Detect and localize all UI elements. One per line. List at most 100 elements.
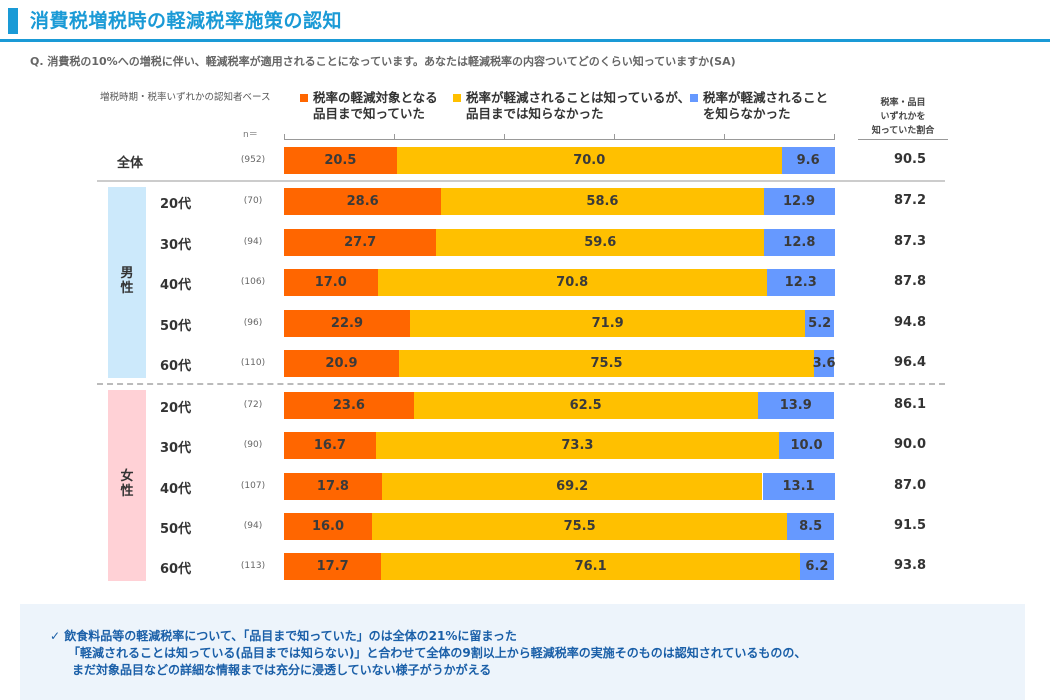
bar-value-label: 3.6 (812, 356, 836, 371)
segment-not-known: 12.9 (763, 188, 835, 215)
right-column-header: 税率・品目 いずれかを 知っていた割合 (858, 96, 948, 138)
segment-not-known: 5.2 (805, 310, 834, 337)
row-total-aware: 90.5 (893, 152, 927, 167)
segment-known-not-items: 59.6 (436, 229, 765, 256)
legend-label-line1: 税率が軽減されることは知っているが、 (466, 90, 691, 105)
male-group-band: 男 性 (108, 187, 146, 378)
bar-value-label: 17.7 (316, 559, 349, 574)
bar-value-label: 27.7 (344, 235, 377, 250)
row-sample-size: (106) (240, 277, 266, 287)
segment-not-known: 12.8 (764, 229, 835, 256)
summary-line-1: ✓ 飲食料品等の軽減税率について、「品目まで知っていた」のは全体の21%に留まっ… (50, 629, 517, 643)
row-total-aware: 87.3 (893, 234, 927, 249)
segment-known-items: 17.0 (284, 269, 378, 296)
row-label: 30代 (160, 238, 192, 253)
row-total-aware: 86.1 (893, 397, 927, 412)
bar-value-label: 20.9 (325, 356, 358, 371)
bar-value-label: 76.1 (574, 559, 607, 574)
bar-value-label: 70.0 (573, 153, 606, 168)
bar-value-label: 75.5 (563, 519, 596, 534)
legend-swatch-blue (690, 94, 698, 102)
gender-separator (97, 383, 945, 385)
segment-not-known: 9.6 (781, 147, 835, 174)
legend-swatch-yellow (453, 94, 461, 102)
summary-line-2: 「軽減されることは知っている(品目までは知らない)」と合わせて全体の9割以上から… (68, 646, 807, 660)
segment-known-items: 28.6 (284, 188, 442, 215)
segment-known-not-items: 73.3 (375, 432, 779, 459)
segment-known-not-items: 58.6 (441, 188, 764, 215)
x-axis-tick (834, 134, 835, 140)
bar-value-label: 62.5 (569, 398, 602, 413)
total-separator (97, 180, 945, 182)
bar-value-label: 12.9 (783, 194, 816, 209)
segment-known-not-items: 75.5 (372, 513, 788, 540)
legend-swatch-orange (300, 94, 308, 102)
bar-value-label: 17.8 (316, 479, 349, 494)
row-label: 40代 (160, 482, 192, 497)
segment-known-items: 20.5 (284, 147, 397, 174)
legend-label-line2: 品目までは知らなかった (466, 106, 604, 121)
bar-value-label: 13.1 (782, 479, 815, 494)
row-total-aware: 87.2 (893, 193, 927, 208)
bar-value-label: 22.9 (330, 316, 363, 331)
segment-not-known: 10.0 (779, 432, 834, 459)
bar-value-label: 5.2 (808, 316, 832, 331)
page-title: 消費税増税時の軽減税率施策の認知 (30, 10, 343, 32)
group-label-line1: 男 (120, 266, 134, 281)
row-sample-size: (110) (240, 358, 266, 368)
row-label: 40代 (160, 278, 192, 293)
segment-not-known: 6.2 (799, 553, 834, 580)
segment-known-items: 17.7 (284, 553, 382, 580)
row-total-aware: 96.4 (893, 355, 927, 370)
bar-value-label: 71.9 (591, 316, 624, 331)
row-label: 60代 (160, 562, 192, 577)
bar-value-label: 70.8 (556, 275, 589, 290)
segment-not-known: 8.5 (787, 513, 834, 540)
bar-value-label: 16.0 (311, 519, 345, 534)
group-label-line2: 性 (120, 281, 134, 296)
row-total-aware: 87.0 (893, 478, 927, 493)
segment-not-known: 13.9 (757, 392, 834, 419)
row-total-aware: 93.8 (893, 558, 927, 573)
segment-known-items: 23.6 (284, 392, 414, 419)
bar-value-label: 69.2 (556, 479, 589, 494)
segment-known-not-items: 71.9 (409, 310, 806, 337)
legend-item-series-1: 税率の軽減対象となる 品目まで知っていた (300, 90, 438, 122)
row-label: 50代 (160, 319, 192, 334)
row-sample-size: (113) (240, 561, 266, 571)
bar-value-label: 9.6 (796, 153, 820, 168)
segment-known-items: 22.9 (284, 310, 410, 337)
bar-value-label: 6.2 (805, 559, 829, 574)
bar-value-label: 20.5 (324, 153, 357, 168)
row-label: 20代 (160, 197, 192, 212)
legend-item-series-2: 税率が軽減されることは知っているが、 品目までは知らなかった (453, 90, 691, 122)
row-label: 30代 (160, 441, 192, 456)
row-sample-size: (94) (243, 521, 263, 531)
row-label: 20代 (160, 401, 192, 416)
x-axis-line (284, 139, 834, 140)
segment-known-not-items: 70.0 (396, 147, 782, 174)
female-group-label: 女 性 (108, 469, 146, 499)
right-header-line2: いずれかを (880, 112, 926, 122)
segment-known-items: 27.7 (284, 229, 437, 256)
segment-known-items: 20.9 (284, 350, 399, 377)
title-underline (0, 39, 1050, 42)
bar-value-label: 23.6 (332, 398, 365, 413)
x-axis-tick (504, 134, 505, 140)
segment-known-not-items: 75.5 (398, 350, 815, 377)
legend-label-line2: 品目まで知っていた (313, 106, 425, 121)
bar-value-label: 8.5 (799, 519, 823, 534)
row-total-aware: 87.8 (893, 274, 927, 289)
segment-known-not-items: 70.8 (377, 269, 767, 296)
legend-label-line1: 税率の軽減対象となる (313, 90, 438, 105)
summary-box: ✓ 飲食料品等の軽減税率について、「品目まで知っていた」のは全体の21%に留まっ… (20, 604, 1025, 700)
segment-known-items: 17.8 (284, 473, 382, 500)
right-header-line3: 知っていた割合 (871, 126, 935, 136)
row-total-aware: 91.5 (893, 518, 927, 533)
x-axis-tick (394, 134, 395, 140)
segment-known-not-items: 76.1 (381, 553, 800, 580)
legend-item-series-3: 税率が軽減されること を知らなかった (690, 90, 829, 122)
bar-value-label: 59.6 (584, 235, 617, 250)
legend-label-line1: 税率が軽減されること (703, 90, 829, 105)
bar-value-label: 73.3 (561, 438, 594, 453)
